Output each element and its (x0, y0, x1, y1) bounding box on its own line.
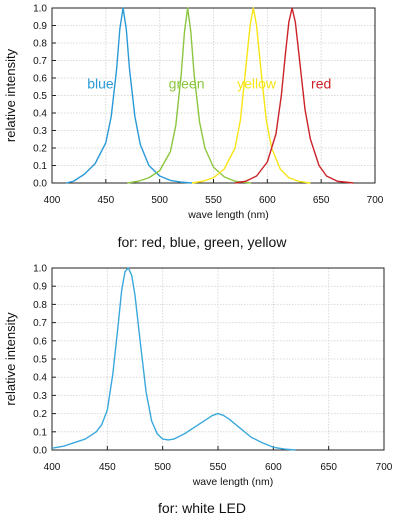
y-tick-label: 0.4 (33, 109, 47, 120)
x-tick-label: 400 (44, 195, 61, 206)
y-tick-label: 0.3 (33, 126, 47, 137)
x-tick-label: 600 (259, 195, 276, 206)
x-tick-label: 400 (44, 462, 61, 473)
y-tick-label: 0.6 (33, 74, 47, 85)
y-tick-label: 0.8 (33, 300, 47, 311)
x-axis-title: wave length (nm) (192, 476, 274, 488)
y-tick-label: 0.5 (33, 91, 47, 102)
y-tick-label: 0.6 (33, 336, 47, 347)
x-tick-label: 700 (376, 462, 393, 473)
y-tick-label: 0.0 (33, 179, 47, 190)
y-tick-label: 0.0 (33, 446, 47, 457)
x-tick-label: 450 (99, 462, 116, 473)
color-led-chart: 0.0 0.1 0.2 0.3 0.4 0.5 0.6 0.7 0.8 0.9 1.0 400 450 5… (3, 4, 384, 251)
y-tick-label: 0.7 (33, 318, 47, 329)
x-tick-label: 650 (313, 195, 330, 206)
y-tick-label: 0.2 (33, 409, 47, 420)
series-label-green: green (169, 76, 205, 92)
series-line-green (127, 7, 252, 184)
y-tick-label: 0.9 (33, 21, 47, 32)
series-label-yellow: yellow (237, 76, 277, 92)
y-tick-label: 1.0 (33, 264, 47, 275)
y-axis-title: relative intensity (3, 312, 18, 406)
y-tick-label: 0.1 (33, 427, 47, 438)
chart-caption: for: white LED (158, 500, 246, 516)
x-tick-label: 500 (151, 195, 168, 206)
x-tick-label: 500 (154, 462, 171, 473)
y-tick-label: 0.7 (33, 56, 47, 67)
y-axis-title: relative intensity (3, 48, 18, 142)
series-line-red (234, 7, 354, 184)
series-line (51, 267, 296, 451)
series-label-red: red (311, 76, 331, 92)
white-led-chart: 0.0 0.1 0.2 0.3 0.4 0.5 0.6 0.7 0.8 0.9 1.0 400 450 5… (3, 264, 393, 517)
x-tick-label: 550 (205, 195, 222, 206)
series-line-blue (65, 7, 193, 184)
y-tick-label: 0.2 (33, 144, 47, 155)
y-tick-label: 0.8 (33, 39, 47, 50)
x-tick-label: 700 (367, 195, 384, 206)
series-line-yellow (191, 7, 311, 184)
y-tick-label: 0.5 (33, 355, 47, 366)
series-label-blue: blue (87, 76, 114, 92)
x-tick-label: 550 (210, 462, 227, 473)
x-axis-title: wave length (nm) (187, 209, 269, 221)
y-tick-label: 1.0 (33, 4, 47, 15)
y-tick-label: 0.1 (33, 161, 47, 172)
x-tick-label: 650 (320, 462, 337, 473)
y-tick-label: 0.3 (33, 391, 47, 402)
y-tick-label: 0.4 (33, 373, 47, 384)
x-tick-label: 600 (265, 462, 282, 473)
y-tick-label: 0.9 (33, 282, 47, 293)
x-tick-label: 450 (97, 195, 114, 206)
chart-caption: for: red, blue, green, yellow (118, 234, 288, 250)
